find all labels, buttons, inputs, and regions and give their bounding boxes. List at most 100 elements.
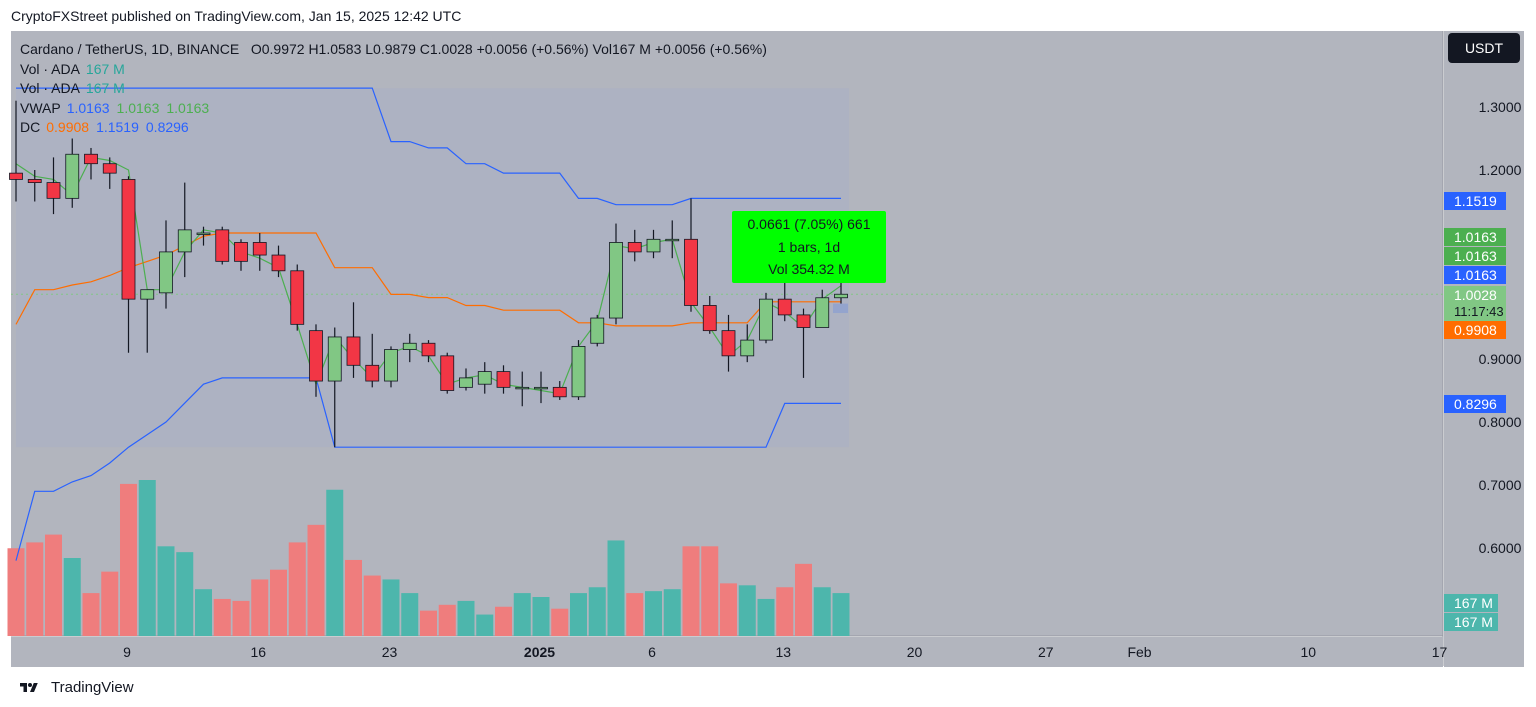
- time-tick: 20: [907, 644, 923, 660]
- volume-bar: [138, 480, 156, 636]
- time-tick: 16: [250, 644, 266, 660]
- candle-body: [609, 242, 623, 319]
- legend-symbol-row[interactable]: Cardano / TetherUS, 1D, BINANCE O0.9972 …: [20, 40, 767, 60]
- measure-line-2: 1 bars, 1d: [778, 239, 840, 255]
- legend-vol2[interactable]: Vol · ADA 167 M: [20, 79, 767, 99]
- candle-body: [271, 254, 286, 272]
- volume-bar: [682, 546, 700, 636]
- measure-line-3: Vol 354.32 M: [768, 261, 850, 277]
- time-tick-labels: 9 16 23 2025 6 13 20 27 Feb 10 17: [123, 644, 1447, 660]
- time-tick: 6: [648, 644, 656, 660]
- candle-body: [815, 297, 830, 328]
- candles-layer: [9, 100, 848, 448]
- price-tick-labels: 1.3000 1.2000 0.9000 0.8000 0.7000 0.6000: [1479, 99, 1522, 556]
- tradingview-brand[interactable]: TradingView: [11, 679, 134, 696]
- volume-bar: [457, 600, 475, 636]
- candle-body: [196, 232, 211, 235]
- volume-bar: [588, 587, 606, 636]
- volume-bar: [495, 606, 512, 636]
- volume-bar: [513, 593, 531, 636]
- candle-body: [177, 229, 192, 253]
- time-tick: 2025: [524, 644, 555, 660]
- candle-body: [121, 179, 136, 300]
- vol2-value: 167 M: [85, 80, 125, 96]
- time-tick: 27: [1038, 644, 1054, 660]
- candle-body: [646, 238, 661, 253]
- vwap-label: VWAP: [20, 99, 61, 116]
- candle-body: [402, 342, 417, 350]
- volume-badge: [1444, 613, 1498, 631]
- price-tick: 0.8000: [1479, 414, 1522, 430]
- price-tick: 1.3000: [1479, 99, 1522, 115]
- candle-body: [759, 298, 773, 341]
- volume-bar: [607, 540, 625, 636]
- candle-body: [421, 342, 436, 357]
- candle-body: [27, 179, 42, 183]
- candle-body: [440, 355, 455, 391]
- candle-body: [515, 386, 530, 390]
- volume-bar: [157, 546, 175, 636]
- candle-body: [534, 386, 548, 390]
- volume-bar: [288, 542, 306, 636]
- candle-body: [84, 153, 98, 165]
- volume-bar: [720, 583, 737, 636]
- legend-vol1[interactable]: Vol · ADA 167 M: [20, 60, 767, 80]
- price-badge-text: 1.0028: [1454, 287, 1497, 303]
- currency-button[interactable]: USDT: [1448, 33, 1520, 63]
- measure-tool: 0.0661 (7.05%) 661 1 bars, 1d Vol 354.32 M: [732, 211, 886, 314]
- volume-bar: [776, 587, 794, 636]
- time-axis: [11, 637, 1443, 667]
- volume-bar: [813, 587, 831, 636]
- countdown-text: 11:17:43: [1454, 304, 1504, 319]
- price-badge-text: 0.8296: [1454, 396, 1497, 412]
- measure-box: [732, 211, 886, 283]
- time-tick: Feb: [1127, 644, 1151, 660]
- candle-body: [290, 270, 305, 325]
- dc-label: DC: [20, 119, 41, 135]
- price-axis: [1444, 31, 1524, 667]
- volume-bar: [663, 589, 681, 636]
- dc-value-2: 1.1519: [96, 119, 139, 135]
- dc-fill: [16, 88, 849, 448]
- volume-bar: [345, 559, 362, 636]
- price-badge-text: 1.0163: [1454, 229, 1497, 245]
- legend-vwap[interactable]: VWAP 1.0163 1.0163 1.0163: [20, 99, 767, 119]
- candle-body: [834, 293, 848, 299]
- price-badge: [1444, 321, 1506, 339]
- volume-bar: [251, 579, 269, 636]
- volume-bar: [26, 542, 44, 636]
- volume-bar: [626, 593, 644, 636]
- dc-value-3: 0.8296: [145, 119, 189, 135]
- ohlc-values: O0.9972 H1.0583 L0.9879 C1.0028 +0.0056 …: [250, 41, 767, 57]
- price-badge: [1444, 266, 1506, 284]
- candle-body: [684, 238, 698, 306]
- price-badge: [1444, 395, 1506, 413]
- price-badge-text: 0.9908: [1454, 322, 1497, 338]
- candle-body: [234, 242, 248, 262]
- symbol-title: Cardano / TetherUS, 1D, BINANCE: [20, 41, 240, 57]
- vwap-value-1: 1.0163: [66, 99, 110, 116]
- volume-bar: [176, 552, 194, 636]
- volume-badge: [1444, 594, 1498, 612]
- legend-dc[interactable]: DC 0.9908 1.1519 0.8296: [20, 118, 767, 138]
- volume-bar: [401, 593, 419, 636]
- volume-bar: [757, 598, 775, 636]
- volume-bar: [63, 558, 81, 636]
- volume-bar: [195, 589, 212, 636]
- price-tick: 0.6000: [1479, 540, 1522, 556]
- candle-body: [777, 298, 792, 316]
- volume-badge-text: 167 M: [1454, 595, 1493, 611]
- tradingview-logo-icon: [20, 682, 38, 692]
- volume-bar: [7, 548, 25, 636]
- volume-bar: [232, 600, 250, 636]
- vol2-label: Vol · ADA: [20, 80, 80, 96]
- volume-bar: [326, 489, 344, 636]
- time-tick: 17: [1432, 644, 1448, 660]
- candle-body: [365, 364, 380, 382]
- candle-body: [327, 336, 342, 382]
- dc-value-1: 0.9908: [46, 119, 90, 135]
- price-badge: [1444, 286, 1506, 322]
- candle-body: [721, 330, 736, 357]
